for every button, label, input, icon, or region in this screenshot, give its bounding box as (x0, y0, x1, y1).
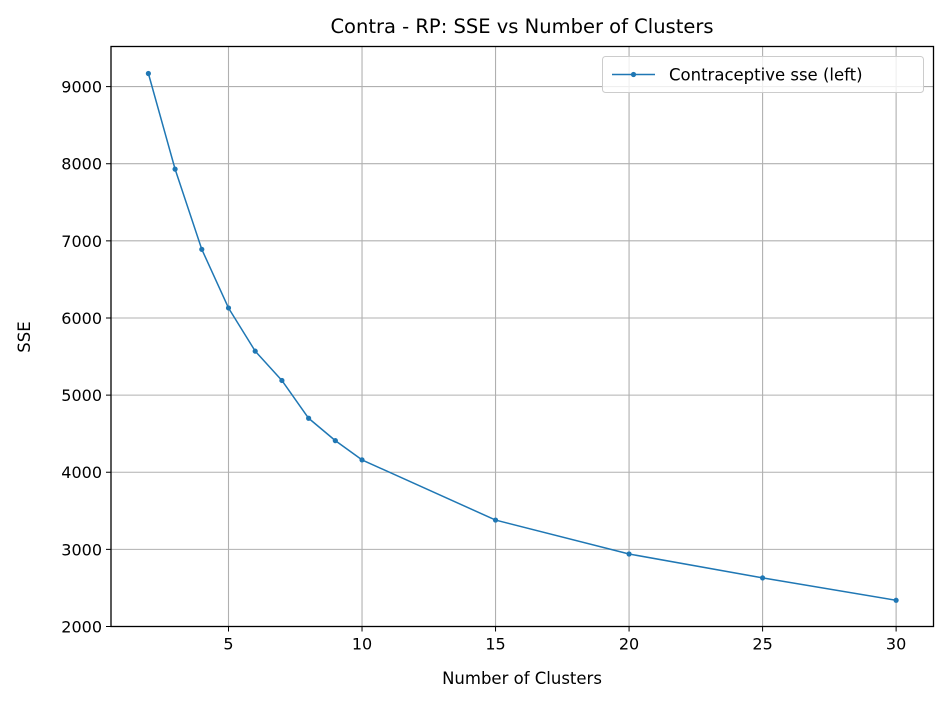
plot-frame (110, 45, 935, 628)
legend-marker-sample (630, 71, 637, 78)
data-point (145, 70, 151, 77)
data-point (492, 517, 499, 523)
legend-entry-label: Contraceptive sse (left) (669, 66, 863, 85)
chart-title: Contra - RP: SSE vs Number of Clusters (330, 15, 713, 38)
y-tick-label: 5000 (61, 386, 102, 405)
series-layer (145, 70, 899, 603)
x-axis-label: Number of Clusters (442, 669, 602, 688)
data-point (279, 377, 285, 384)
data-point (332, 438, 338, 444)
x-tick-label: 20 (619, 635, 639, 654)
data-point (626, 551, 632, 557)
y-tick-label: 9000 (61, 78, 102, 97)
axis-ticks: 5 10 15 20 25 30 2000 3000 4000 5000 6000 7000 8000 9… (61, 78, 906, 654)
data-point (252, 348, 258, 354)
legend: Contraceptive sse (left) (602, 56, 924, 93)
y-tick-label: 8000 (61, 155, 102, 174)
y-tick-label: 2000 (61, 618, 102, 637)
x-tick-label: 30 (886, 635, 906, 654)
data-point (306, 415, 312, 421)
y-tick-label: 7000 (61, 232, 102, 251)
data-point (893, 597, 899, 603)
x-tick-label: 10 (352, 635, 372, 654)
data-point (172, 166, 178, 172)
y-tick-label: 6000 (61, 309, 102, 328)
y-tick-label: 4000 (61, 463, 102, 482)
y-axis-label: SSE (15, 321, 34, 352)
data-point (225, 305, 232, 311)
x-tick-label: 5 (223, 635, 233, 654)
x-tick-label: 15 (485, 635, 505, 654)
x-tick-label: 25 (752, 635, 772, 654)
data-point (359, 457, 365, 463)
y-tick-label: 3000 (61, 540, 102, 559)
data-point (759, 575, 766, 581)
legend-box (602, 56, 924, 93)
data-point (199, 246, 205, 252)
